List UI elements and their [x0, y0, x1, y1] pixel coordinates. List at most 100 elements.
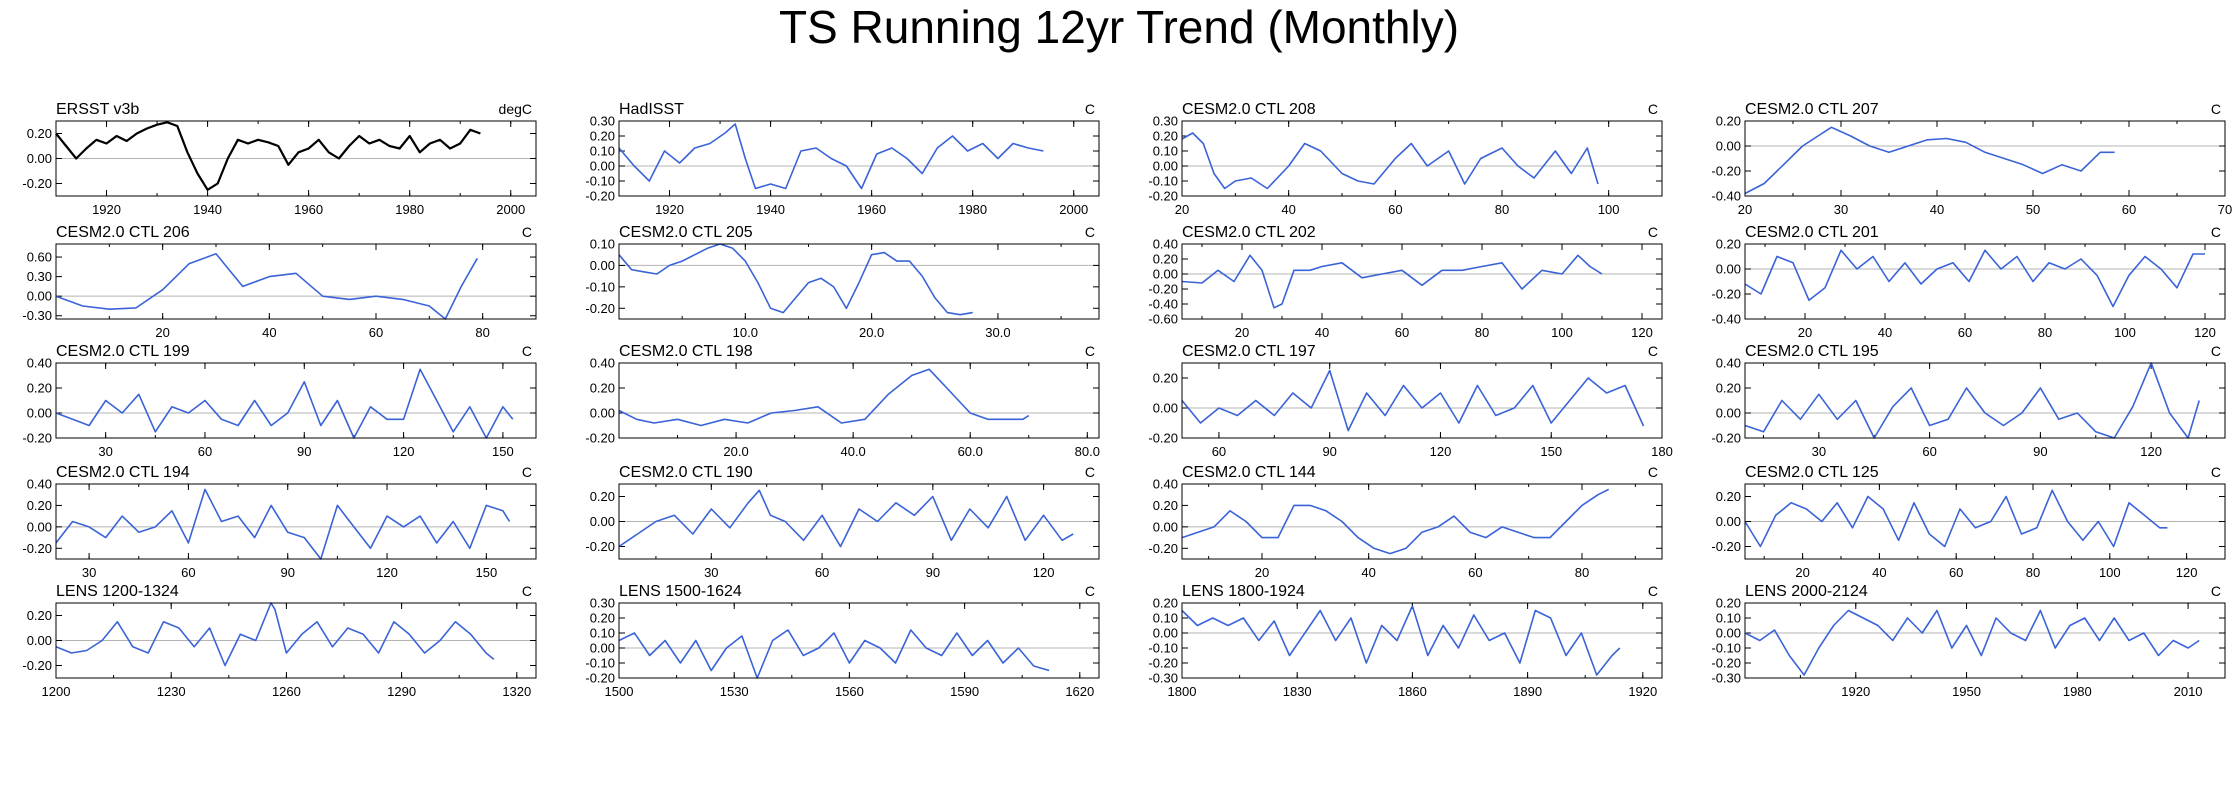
y-tick-label: 0.00 [1716, 139, 1741, 154]
panel: LENS 1200-1324 C 0.20 0.00 -0.20 1200 1230 1260… [22, 583, 537, 699]
plot-frame [618, 362, 1100, 439]
x-tick-label: 2010 [2174, 684, 2203, 699]
y-tick-label: 0.10 [590, 144, 615, 159]
x-tick-label: 90 [280, 565, 294, 580]
panel-units: C [1648, 343, 1658, 359]
series-line [1181, 488, 1610, 555]
y-tick-label: 0.40 [1716, 356, 1741, 371]
x-tick-label: 90 [926, 565, 940, 580]
panel-title: HadISST [619, 101, 684, 118]
y-tick-label: -0.10 [1148, 174, 1178, 189]
plot-frame [618, 602, 1100, 679]
series-line [1744, 249, 2205, 308]
x-tick-label: 1940 [756, 202, 785, 217]
panel-units: C [1085, 224, 1095, 240]
panel: CESM2.0 CTL 202 C 0.400.200.00-0.20-0.40-0… [1148, 224, 1663, 340]
y-tick-label: 0.10 [1716, 611, 1741, 626]
x-tick-label: 1230 [157, 684, 186, 699]
y-tick-label: 0.00 [27, 406, 52, 421]
panel-title: CESM2.0 CTL 190 [619, 464, 753, 481]
x-tick-label: 1620 [1065, 684, 1094, 699]
x-tick-label: 90 [2033, 444, 2047, 459]
y-tick-label: 0.20 [1716, 381, 1741, 396]
plot-frame [1744, 362, 2226, 439]
panel-units: C [2211, 583, 2221, 599]
panel-title: CESM2.0 CTL 202 [1182, 224, 1316, 241]
x-tick-label: 1530 [720, 684, 749, 699]
x-tick-label: 60 [1949, 565, 1963, 580]
x-tick-label: 80 [2026, 565, 2040, 580]
y-tick-label: 0.30 [27, 269, 52, 284]
x-tick-label: 60 [198, 444, 212, 459]
y-tick-label: 0.20 [1716, 596, 1741, 611]
y-tick-label: -0.10 [1711, 641, 1741, 656]
x-tick-label: 20 [1235, 325, 1249, 340]
y-tick-label: 0.00 [27, 289, 52, 304]
x-tick-label: 60 [1468, 565, 1482, 580]
x-tick-label: 80.0 [1075, 444, 1100, 459]
x-tick-label: 180 [1651, 444, 1673, 459]
x-tick-label: 1590 [950, 684, 979, 699]
y-tick-label: -0.20 [22, 658, 52, 673]
x-tick-label: 2000 [1059, 202, 1088, 217]
y-tick-label: 0.00 [590, 641, 615, 656]
x-tick-label: 1920 [92, 202, 121, 217]
panel-units: C [2211, 464, 2221, 480]
x-tick-label: 40 [1315, 325, 1329, 340]
x-tick-label: 40 [1930, 202, 1944, 217]
x-tick-label: 60 [1212, 444, 1226, 459]
x-tick-label: 120 [2140, 444, 2162, 459]
panel-units: C [1085, 583, 1095, 599]
panel-title: CESM2.0 CTL 194 [56, 464, 190, 481]
y-tick-label: -0.20 [1711, 431, 1741, 446]
x-tick-label: 1920 [1841, 684, 1870, 699]
panel-title: CESM2.0 CTL 195 [1745, 343, 1879, 360]
x-tick-label: 1830 [1283, 684, 1312, 699]
series-line [55, 121, 481, 191]
y-tick-label: -0.20 [585, 189, 615, 204]
x-tick-label: 1200 [42, 684, 71, 699]
panel-title: CESM2.0 CTL 206 [56, 224, 190, 241]
x-tick-label: 60 [369, 325, 383, 340]
x-tick-label: 60 [181, 565, 195, 580]
plot-frame [1181, 243, 1663, 320]
x-tick-label: 120 [393, 444, 415, 459]
panel-units: C [1085, 464, 1095, 480]
y-tick-label: -0.20 [1711, 287, 1741, 302]
x-tick-label: 1980 [958, 202, 987, 217]
y-tick-label: -0.20 [1711, 164, 1741, 179]
panel-units: C [522, 343, 532, 359]
x-tick-label: 10.0 [733, 325, 758, 340]
y-tick-label: 0.20 [27, 381, 52, 396]
panel-title: LENS 1500-1624 [619, 583, 742, 600]
plot-frame [618, 483, 1100, 560]
series-line [1181, 254, 1603, 309]
y-tick-label: 0.20 [1716, 114, 1741, 129]
x-tick-label: 1950 [1952, 684, 1981, 699]
panel-title: CESM2.0 CTL 199 [56, 343, 190, 360]
x-tick-label: 120 [2194, 325, 2216, 340]
y-tick-label: 0.00 [1716, 514, 1741, 529]
x-tick-label: 20 [1738, 202, 1752, 217]
series-line [1744, 362, 2200, 439]
panel-units: C [2211, 101, 2221, 117]
panel-title: CESM2.0 CTL 144 [1182, 464, 1316, 481]
y-tick-label: 0.40 [1153, 237, 1178, 252]
y-tick-label: -0.30 [1148, 671, 1178, 686]
y-tick-label: -0.10 [585, 279, 615, 294]
series-line [618, 123, 1044, 190]
panel-units: C [522, 583, 532, 599]
panel: CESM2.0 CTL 195 C 0.40 0.20 0.00 -0.20 30 60 90 1… [1711, 343, 2226, 459]
y-tick-label: 0.40 [27, 477, 52, 492]
x-tick-label: 30 [82, 565, 96, 580]
y-tick-label: -0.10 [585, 656, 615, 671]
x-tick-label: 60.0 [958, 444, 983, 459]
series-line [1744, 609, 2200, 676]
panel: CESM2.0 CTL 206 C 0.60 0.30 0.00 -0.30 20 40 60 8… [22, 224, 537, 340]
y-tick-label: 0.20 [590, 381, 615, 396]
y-tick-label: 0.00 [1153, 159, 1178, 174]
plot-frame [55, 602, 537, 679]
y-tick-label: 0.30 [590, 596, 615, 611]
